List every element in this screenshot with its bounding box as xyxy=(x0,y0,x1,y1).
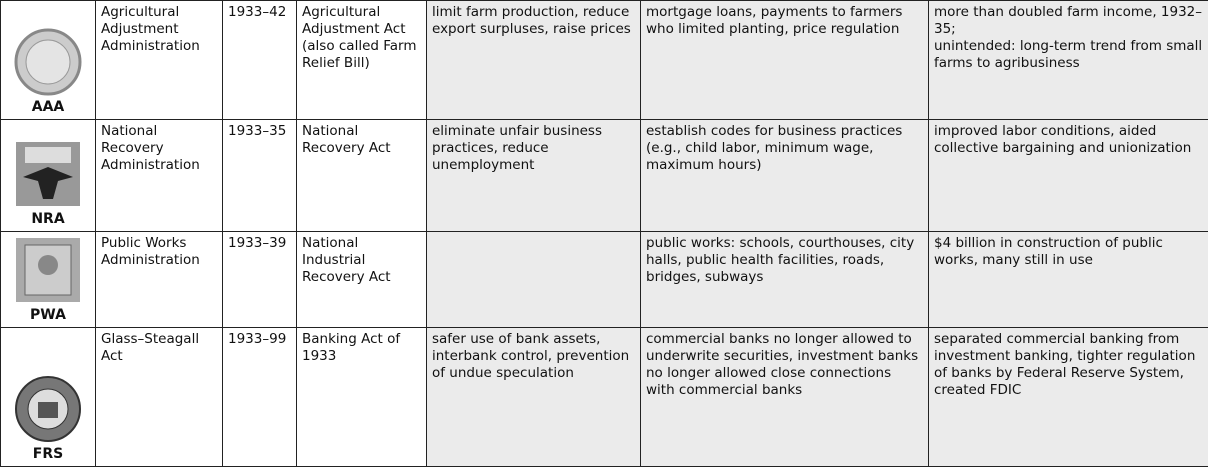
table-cell: public works: schools, courthouses, city… xyxy=(641,232,929,328)
table-cell xyxy=(427,232,641,328)
logo-pwa xyxy=(13,235,83,305)
table-cell: commercial banks no longer allowed to un… xyxy=(641,328,929,467)
table-cell: safer use of bank assets, interbank cont… xyxy=(427,328,641,467)
table-cell: separated commercial banking from invest… xyxy=(929,328,1208,467)
acronym: PWA xyxy=(3,307,93,324)
table-cell: Glass–Steagall Act xyxy=(96,328,223,467)
table-cell: 1933–39 xyxy=(223,232,297,328)
table-cell: eliminate unfair business practices, red… xyxy=(427,120,641,232)
table-cell: Agricultural Adjustment Act (also called… xyxy=(297,1,427,120)
table-cell: 1933–35 xyxy=(223,120,297,232)
table-cell: more than doubled farm income, 1932–35; … xyxy=(929,1,1208,120)
table-cell: improved labor conditions, aided collect… xyxy=(929,120,1208,232)
table-cell: National Industrial Recovery Act xyxy=(297,232,427,328)
table-cell: establish codes for business practices (… xyxy=(641,120,929,232)
logo-cell: PWA xyxy=(1,232,96,328)
acronym: FRS xyxy=(3,446,93,463)
table-cell: mortgage loans, payments to farmers who … xyxy=(641,1,929,120)
table-cell: Public Works Administration xyxy=(96,232,223,328)
table-cell: Agricultural Adjustment Administration xyxy=(96,1,223,120)
logo-aaa xyxy=(13,27,83,97)
logo-cell: FRS xyxy=(1,328,96,467)
logo-cell: AAA xyxy=(1,1,96,120)
table-cell: 1933–99 xyxy=(223,328,297,467)
acronym: NRA xyxy=(3,211,93,228)
acronym: AAA xyxy=(3,99,93,116)
table-cell: 1933–42 xyxy=(223,1,297,120)
logo-frs xyxy=(13,374,83,444)
table-cell: National Recovery Act xyxy=(297,120,427,232)
table-cell: limit farm production, reduce export sur… xyxy=(427,1,641,120)
table-cell: $4 billion in construction of public wor… xyxy=(929,232,1208,328)
logo-nra xyxy=(13,139,83,209)
table-cell: Banking Act of 1933 xyxy=(297,328,427,467)
logo-cell: NRA xyxy=(1,120,96,232)
table-cell: National Recovery Administration xyxy=(96,120,223,232)
